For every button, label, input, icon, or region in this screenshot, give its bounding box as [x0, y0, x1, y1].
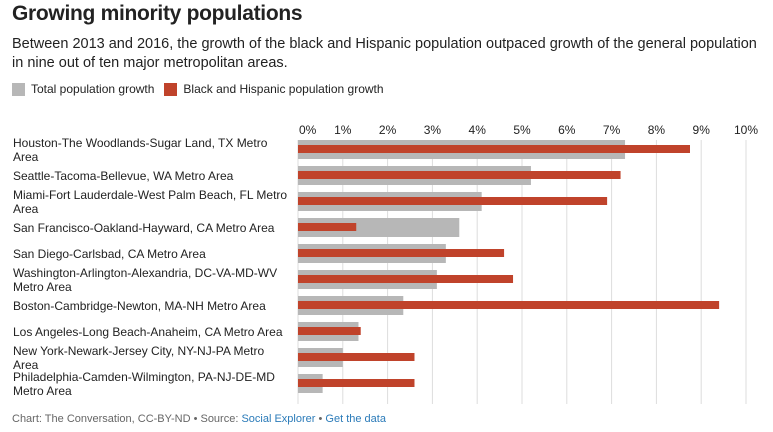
x-tick-label: 2%: [379, 123, 397, 137]
category-label: Washington-Arlington-Alexandria, DC-VA-M…: [13, 266, 277, 294]
footer-sep-source: • Source:: [190, 413, 242, 425]
legend-swatch-total: [12, 82, 25, 96]
category-label-line: San Diego-Carlsbad, CA Metro Area: [13, 247, 206, 261]
category-label: Philadelphia-Camden-Wilmington, PA-NJ-DE…: [13, 370, 275, 398]
category-label: San Francisco-Oakland-Hayward, CA Metro …: [13, 221, 275, 235]
chart-subtitle: Between 2013 and 2016, the growth of the…: [12, 36, 757, 71]
bar-minority-growth: [298, 249, 505, 257]
category-label-line: New York-Newark-Jersey City, NY-NJ-PA Me…: [13, 344, 265, 358]
category-label-line: Los Angeles-Long Beach-Anaheim, CA Metro…: [13, 325, 283, 339]
legend-label-minority: Black and Hispanic population growth: [183, 82, 384, 96]
category-label-line: Area: [13, 150, 39, 164]
bar-minority-growth: [298, 379, 415, 387]
x-tick-label: 9%: [693, 123, 711, 137]
category-label: San Diego-Carlsbad, CA Metro Area: [13, 247, 206, 261]
x-tick-label: 3%: [424, 123, 442, 137]
x-tick-label: 10%: [734, 123, 758, 137]
bar-chart: 0% 1% 2% 3% 4% 5% 6% 7% 8% 9% 10% Houston-The Woodl…: [13, 123, 758, 404]
category-label-line: Metro Area: [13, 280, 72, 294]
category-label: Boston-Cambridge-Newton, MA-NH Metro Are…: [13, 299, 266, 313]
x-tick-label: 1%: [334, 123, 352, 137]
category-label: Seattle-Tacoma-Bellevue, WA Metro Area: [13, 169, 234, 183]
category-label-line: Area: [13, 202, 39, 216]
x-tick-label: 7%: [603, 123, 621, 137]
footer-sep-data: •: [315, 413, 326, 425]
legend-item-total: Total population growth: [12, 82, 154, 96]
bar-minority-growth: [298, 145, 690, 153]
x-tick-label: 4%: [469, 123, 487, 137]
bar-minority-growth: [298, 275, 514, 283]
legend-item-minority: Black and Hispanic population growth: [164, 82, 384, 96]
get-data-link[interactable]: Get the data: [325, 413, 386, 425]
chart-title: Growing minority populations: [12, 2, 303, 25]
category-label-line: Seattle-Tacoma-Bellevue, WA Metro Area: [13, 169, 234, 183]
x-tick-label: 5%: [513, 123, 531, 137]
bar-minority-growth: [298, 327, 361, 335]
x-tick-label: 8%: [648, 123, 666, 137]
category-label: New York-Newark-Jersey City, NY-NJ-PA Me…: [13, 344, 265, 372]
source-link[interactable]: Social Explorer: [241, 413, 316, 425]
category-label-line: Boston-Cambridge-Newton, MA-NH Metro Are…: [13, 299, 266, 313]
category-label-line: San Francisco-Oakland-Hayward, CA Metro …: [13, 221, 275, 235]
category-label-line: Philadelphia-Camden-Wilmington, PA-NJ-DE…: [13, 370, 275, 384]
category-label: Houston-The Woodlands-Sugar Land, TX Met…: [13, 136, 268, 164]
legend-swatch-minority: [164, 82, 178, 96]
x-tick-label: 0%: [299, 123, 317, 137]
bar-total-growth: [298, 218, 460, 237]
category-label-line: Washington-Arlington-Alexandria, DC-VA-M…: [13, 266, 277, 280]
category-label-line: Miami-Fort Lauderdale-West Palm Beach, F…: [13, 188, 287, 202]
bar-minority-growth: [298, 301, 720, 309]
category-label-line: Metro Area: [13, 384, 72, 398]
category-label: Los Angeles-Long Beach-Anaheim, CA Metro…: [13, 325, 283, 339]
bar-minority-growth: [298, 223, 357, 231]
bar-minority-growth: [298, 171, 621, 179]
category-label-line: Area: [13, 358, 39, 372]
legend-label-total: Total population growth: [31, 82, 155, 96]
legend: Total population growth Black and Hispan…: [12, 82, 394, 96]
footer: Chart: The Conversation, CC-BY-ND • Sour…: [12, 413, 386, 425]
category-label-line: Houston-The Woodlands-Sugar Land, TX Met…: [13, 136, 268, 150]
bar-minority-growth: [298, 197, 608, 205]
category-label: Miami-Fort Lauderdale-West Palm Beach, F…: [13, 188, 287, 216]
footer-credit: Chart: The Conversation, CC-BY-ND: [12, 413, 191, 425]
bar-minority-growth: [298, 353, 415, 361]
x-tick-label: 6%: [558, 123, 576, 137]
